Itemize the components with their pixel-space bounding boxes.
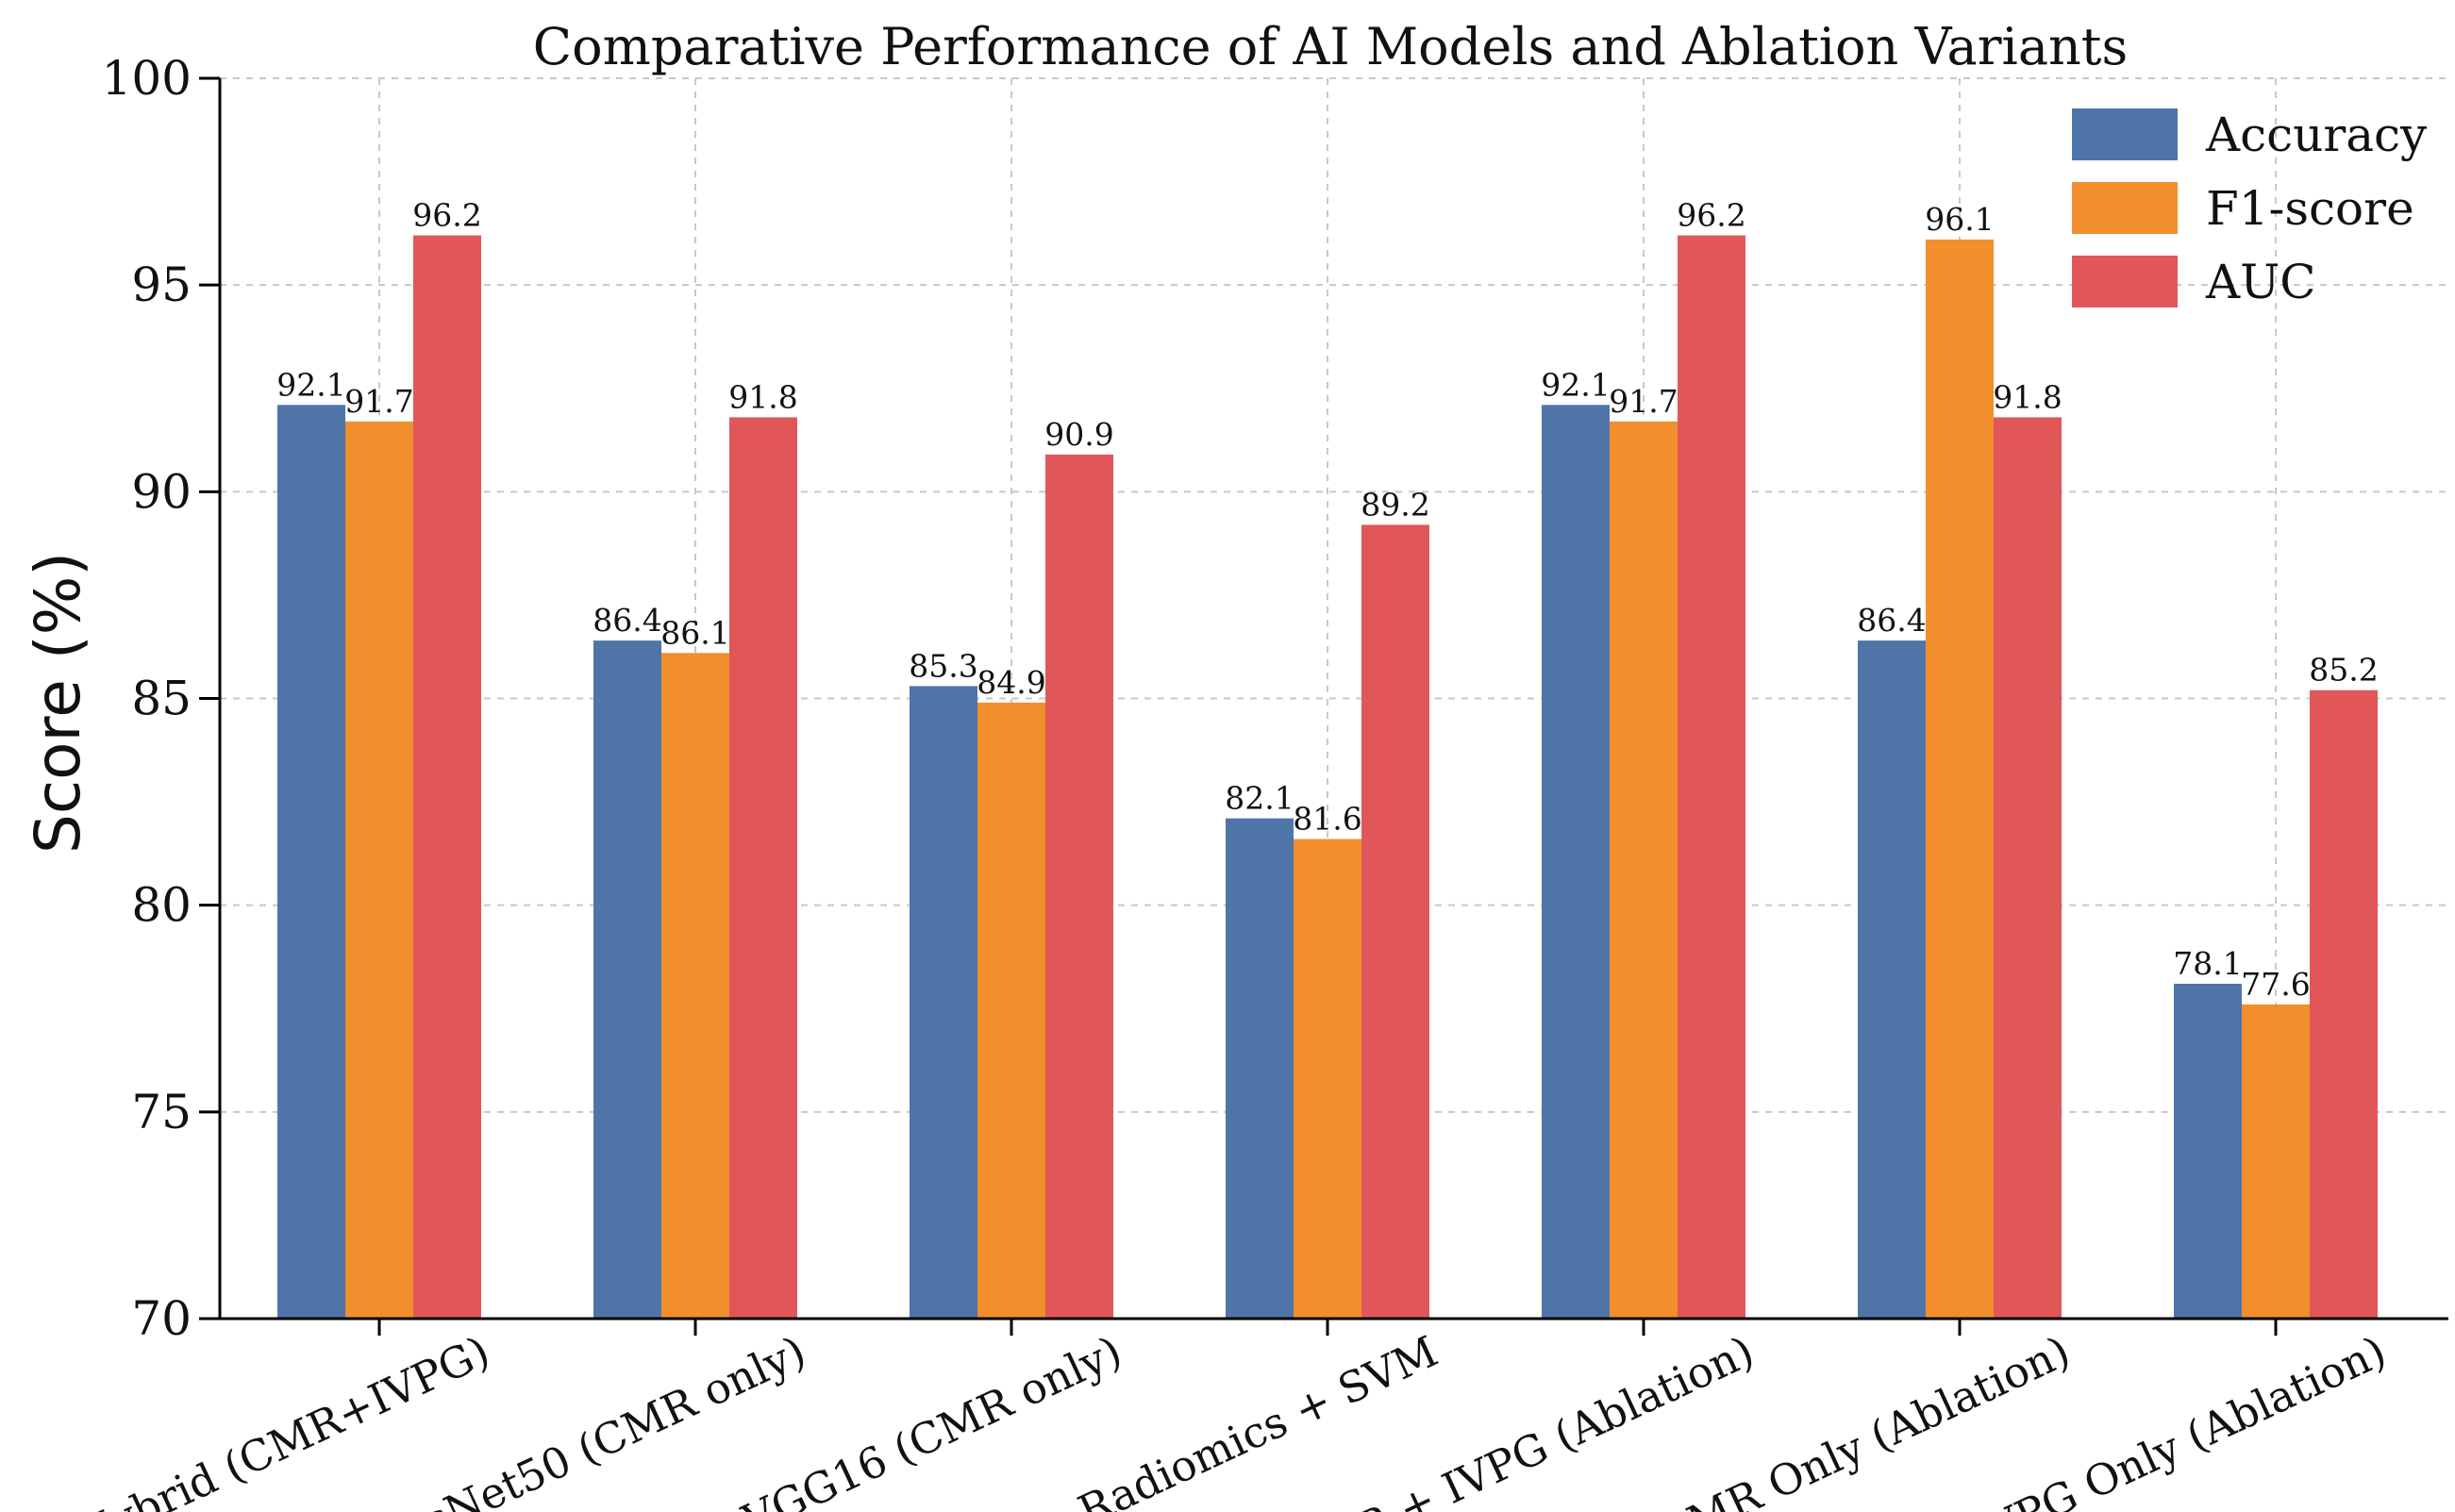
bar-accuracy-cmr-only-ablation bbox=[1858, 640, 1926, 1319]
bar-accuracy-vgg16-cmr-only bbox=[910, 686, 977, 1319]
legend-swatch-auc bbox=[2072, 256, 2178, 307]
bar-f1-score-ivpg-only-ablation bbox=[2242, 1004, 2310, 1319]
bar-accuracy-radiomics-svm bbox=[1226, 818, 1294, 1319]
x-tick-label-radiomics-svm: Radiomics + SVM bbox=[1071, 1326, 1445, 1512]
bar-auc-ivpg-only-ablation bbox=[2310, 690, 2378, 1319]
data-label-auc-radiomics-svm: 89.2 bbox=[1361, 486, 1429, 523]
data-label-f1-score-cmr-only-ablation: 96.1 bbox=[1925, 201, 1994, 238]
legend-swatch-f1-score bbox=[2072, 182, 2178, 234]
bar-auc-hybrid-cmr-ivpg bbox=[413, 235, 481, 1320]
bar-f1-score-cmr-ivpg-ablation bbox=[1610, 421, 1678, 1320]
x-tick-label-hybrid-cmr-ivpg: Hybrid (CMR+IVPG) bbox=[69, 1326, 497, 1512]
data-label-auc-resnet50-cmr-only: 91.8 bbox=[728, 378, 797, 415]
data-label-accuracy-hybrid-cmr-ivpg: 92.1 bbox=[276, 366, 345, 403]
bar-auc-radiomics-svm bbox=[1361, 524, 1429, 1319]
data-label-accuracy-vgg16-cmr-only: 85.3 bbox=[909, 647, 977, 684]
bar-accuracy-hybrid-cmr-ivpg bbox=[277, 405, 345, 1319]
legend-label-accuracy: Accuracy bbox=[2205, 108, 2428, 162]
legend-label-auc: AUC bbox=[2205, 255, 2316, 309]
data-label-auc-vgg16-cmr-only: 90.9 bbox=[1044, 416, 1113, 453]
legend-label-f1-score: F1-score bbox=[2206, 181, 2414, 236]
bar-auc-cmr-ivpg-ablation bbox=[1678, 235, 1745, 1320]
bar-auc-cmr-only-ablation bbox=[1994, 417, 2062, 1319]
bars bbox=[277, 235, 2378, 1320]
bar-f1-score-resnet50-cmr-only bbox=[661, 653, 729, 1319]
data-label-f1-score-radiomics-svm: 81.6 bbox=[1293, 801, 1361, 838]
legend: Accuracy F1-score AUC bbox=[2072, 108, 2428, 309]
y-tick-label: 100 bbox=[102, 51, 192, 106]
x-tick-labels: Hybrid (CMR+IVPG)ResNet50 (CMR only)VGG1… bbox=[69, 1326, 2394, 1512]
axes bbox=[199, 76, 2448, 1336]
y-tick-label: 75 bbox=[131, 1085, 192, 1139]
bar-auc-vgg16-cmr-only bbox=[1045, 454, 1113, 1320]
data-labels: 92.1 86.4 85.3 82.1 92.1 86.4 78.1 91.7 86.1 84.9… bbox=[276, 197, 2378, 1003]
y-tick-label: 95 bbox=[131, 258, 192, 312]
data-label-accuracy-cmr-only-ablation: 86.4 bbox=[1857, 602, 1926, 639]
data-label-accuracy-radiomics-svm: 82.1 bbox=[1225, 780, 1294, 817]
y-tick-label: 90 bbox=[131, 464, 192, 519]
bar-f1-score-hybrid-cmr-ivpg bbox=[345, 421, 413, 1320]
bar-accuracy-cmr-ivpg-ablation bbox=[1542, 405, 1610, 1319]
data-label-auc-cmr-only-ablation: 91.8 bbox=[1993, 378, 2062, 415]
y-tick-label: 70 bbox=[131, 1291, 192, 1346]
bar-f1-score-cmr-only-ablation bbox=[1926, 239, 1994, 1320]
data-label-accuracy-cmr-ivpg-ablation: 92.1 bbox=[1541, 366, 1610, 403]
data-label-f1-score-vgg16-cmr-only: 84.9 bbox=[977, 664, 1045, 701]
data-label-f1-score-hybrid-cmr-ivpg: 91.7 bbox=[344, 383, 413, 420]
data-label-accuracy-ivpg-only-ablation: 78.1 bbox=[2173, 945, 2242, 982]
data-label-auc-hybrid-cmr-ivpg: 96.2 bbox=[412, 197, 481, 234]
y-tick-label: 80 bbox=[131, 878, 192, 933]
bar-auc-resnet50-cmr-only bbox=[729, 417, 797, 1319]
data-label-auc-ivpg-only-ablation: 85.2 bbox=[2309, 652, 2378, 689]
x-tick-label-cmr-ivpg-ablation: CMR + IVPG (Ablation) bbox=[1280, 1326, 1762, 1512]
data-label-f1-score-cmr-ivpg-ablation: 91.7 bbox=[1609, 383, 1678, 420]
data-label-f1-score-ivpg-only-ablation: 77.6 bbox=[2241, 966, 2310, 1003]
bar-accuracy-resnet50-cmr-only bbox=[593, 640, 661, 1319]
data-label-f1-score-resnet50-cmr-only: 86.1 bbox=[660, 614, 729, 651]
y-tick-label: 85 bbox=[131, 672, 192, 726]
data-label-accuracy-resnet50-cmr-only: 86.4 bbox=[593, 602, 661, 639]
data-label-auc-cmr-ivpg-ablation: 96.2 bbox=[1677, 197, 1745, 234]
bar-f1-score-vgg16-cmr-only bbox=[977, 702, 1045, 1319]
y-axis-label: Score (%) bbox=[22, 552, 94, 854]
chart-title: Comparative Performance of AI Models and… bbox=[533, 17, 2128, 76]
legend-swatch-accuracy bbox=[2072, 108, 2178, 160]
bar-accuracy-ivpg-only-ablation bbox=[2174, 983, 2242, 1319]
bar-f1-score-radiomics-svm bbox=[1294, 839, 1361, 1319]
y-tick-labels: 70 75 80 85 90 95 100 bbox=[102, 51, 192, 1346]
